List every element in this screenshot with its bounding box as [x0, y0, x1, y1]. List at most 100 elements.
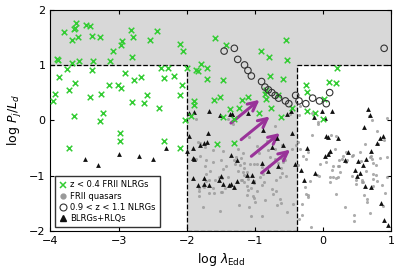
Point [360, 179, 366, 184]
Point [318, 109, 325, 113]
Point [278, 165, 284, 170]
Point [268, 136, 274, 140]
Point [304, 90, 310, 94]
Point [357, 171, 363, 175]
Point [218, 190, 225, 194]
Point [198, 62, 204, 67]
Point [265, 148, 272, 152]
Point [278, 155, 285, 160]
Point [339, 157, 346, 161]
Point [254, 162, 260, 166]
Point [268, 145, 275, 149]
Point [220, 149, 226, 153]
Point [211, 191, 218, 196]
Point [326, 179, 333, 184]
Point [383, 155, 390, 159]
Point [50, 99, 56, 103]
Point [311, 115, 318, 120]
Point [223, 164, 230, 168]
Point [228, 182, 234, 186]
Point [179, 82, 185, 87]
Point [95, 162, 101, 167]
Point [367, 154, 374, 159]
Point [207, 169, 214, 173]
Point [220, 166, 226, 171]
Point [368, 148, 375, 153]
Point [191, 110, 197, 115]
Point [367, 112, 373, 117]
Point [301, 178, 308, 182]
Point [60, 30, 67, 35]
Point [244, 173, 250, 178]
Point [268, 90, 275, 95]
Point [179, 48, 186, 53]
Point [128, 27, 134, 32]
Point [201, 176, 208, 180]
Point [282, 38, 289, 42]
Point [292, 143, 299, 148]
Point [311, 171, 318, 175]
Point [258, 49, 264, 53]
Point [295, 139, 302, 144]
Point [342, 205, 349, 210]
Point [381, 218, 387, 222]
Point [320, 97, 327, 101]
Point [118, 43, 124, 47]
Point [275, 96, 282, 100]
Point [322, 153, 328, 158]
Point [372, 173, 379, 178]
Point [268, 106, 274, 110]
Point [273, 189, 280, 193]
Point [239, 98, 245, 102]
Point [284, 209, 290, 214]
Point [353, 178, 359, 182]
Point [72, 81, 79, 85]
Point [251, 162, 257, 167]
Point [161, 75, 167, 80]
Point [90, 58, 96, 63]
Point [201, 185, 208, 190]
Point [251, 196, 257, 200]
Point [329, 109, 336, 113]
Point [263, 97, 269, 102]
Point [278, 143, 285, 147]
Point [70, 114, 77, 118]
Point [316, 99, 323, 103]
Point [203, 158, 209, 162]
Point [144, 93, 150, 97]
Point [196, 189, 202, 193]
Point [201, 141, 208, 145]
Point [81, 157, 88, 161]
Point [264, 139, 270, 144]
Point [292, 93, 299, 98]
Point [370, 184, 376, 189]
Point [74, 35, 81, 39]
Point [54, 57, 60, 61]
Point [197, 141, 203, 145]
Point [246, 205, 252, 210]
Point [380, 138, 387, 142]
Point [262, 198, 268, 202]
Point [300, 154, 306, 158]
Point [253, 189, 260, 193]
Legend: z < 0.4 FRII NLRGs, FRII quasars, 0.9 < z < 1.1 NLRGs, BLRGs+RLQs: z < 0.4 FRII NLRGs, FRII quasars, 0.9 < … [55, 176, 160, 227]
Point [98, 92, 105, 96]
Point [348, 173, 355, 178]
Point [234, 57, 241, 62]
Point [302, 191, 309, 196]
Point [360, 163, 366, 167]
Point [218, 190, 224, 194]
Point [188, 114, 194, 118]
Point [303, 109, 310, 113]
Point [235, 169, 241, 173]
Point [227, 112, 233, 116]
Point [200, 184, 206, 189]
Point [275, 93, 281, 98]
Point [269, 186, 275, 191]
X-axis label: log $\lambda_{\mathrm{Edd}}$: log $\lambda_{\mathrm{Edd}}$ [196, 252, 245, 269]
Point [314, 173, 320, 177]
Point [272, 146, 278, 151]
Point [245, 68, 251, 73]
Point [66, 145, 73, 150]
Point [351, 219, 358, 223]
